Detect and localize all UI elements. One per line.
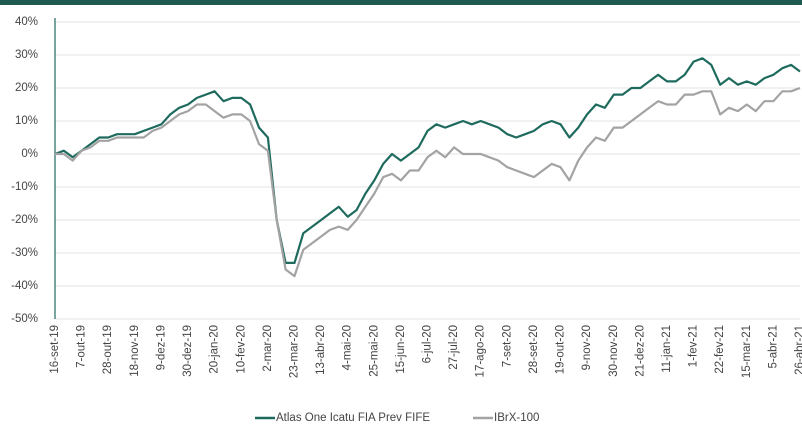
x-tick-label: 25-mai-20 [368,325,380,377]
x-tick-label: 7-set-20 [501,325,513,367]
y-tick-label: 0% [21,148,38,160]
x-tick-label: 28-set-20 [528,325,540,374]
x-tick-label: 4-mai-20 [342,325,354,370]
x-tick-label: 20-jan-20 [209,325,221,374]
x-tick-label: 26-abr-21 [794,325,802,375]
x-tick-label: 23-mar-20 [288,325,300,378]
x-tick-label: 6-jul-20 [422,325,434,363]
x-tick-label: 15-jun-20 [395,325,407,374]
x-tick-label: 27-jul-20 [448,325,460,370]
x-tick-label: 13-abr-20 [315,325,327,375]
x-tick-label: 21-dez-20 [634,325,646,377]
y-tick-label: 40% [15,16,38,28]
legend-label: IBrX-100 [494,412,539,424]
x-tick-label: 10-fev-20 [235,325,247,374]
y-tick-label: 30% [15,49,38,61]
y-tick-label: 20% [15,82,38,94]
x-tick-label: 1-fev-21 [688,325,700,367]
x-tick-label: 18-nov-19 [129,325,141,377]
x-tick-label: 9-nov-20 [581,325,593,370]
x-tick-label: 17-ago-20 [475,325,487,377]
y-tick-label: -40% [11,280,38,292]
legend-label: Atlas One Icatu FIA Prev FIFE [276,412,430,424]
x-tick-label: 11-jan-21 [661,325,673,373]
x-tick-label: 28-out-19 [102,325,114,374]
x-tick-label: 22-fev-21 [714,325,726,374]
x-tick-label: 5-abr-21 [767,325,779,368]
x-tick-label: 9-dez-19 [155,325,167,370]
x-tick-label: 16-set-19 [49,325,61,374]
y-tick-label: -10% [11,181,38,193]
y-tick-label: 10% [15,115,38,127]
series-line [55,86,801,278]
x-tick-label: 30-nov-20 [608,325,620,377]
y-tick-label: -30% [11,247,38,259]
top-banner [0,0,802,5]
y-tick-label: -20% [11,214,38,226]
x-tick-label: 19-out-20 [555,325,567,374]
y-tick-label: -50% [11,313,38,325]
x-tick-label: 7-out-19 [76,325,88,368]
x-tick-label: 2-mar-20 [262,325,274,372]
series-line [54,57,801,264]
x-tick-label: 30-dez-19 [182,325,194,377]
x-tick-label: 15-mar-21 [741,325,753,378]
